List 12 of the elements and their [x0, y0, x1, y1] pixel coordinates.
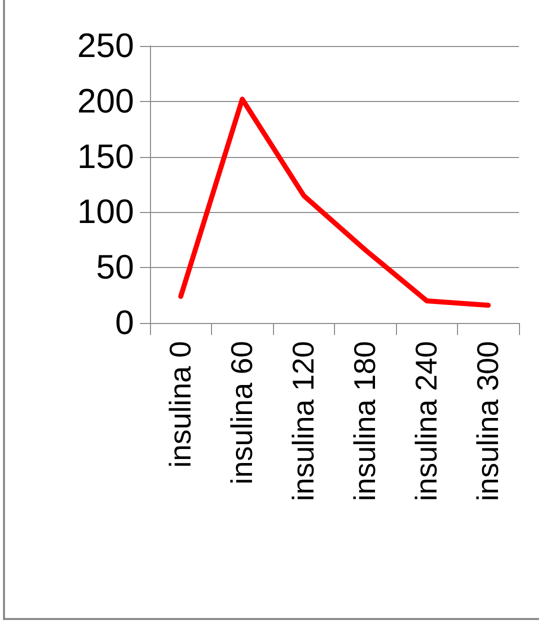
x-tick-label: insulina 240	[410, 341, 444, 502]
x-tick-label: insulina 0	[164, 341, 198, 468]
y-tick-label: 200	[77, 82, 134, 120]
y-tick-label: 100	[77, 193, 134, 232]
x-tick-label: insulina 180	[348, 341, 382, 502]
x-tick-label: insulina 60	[226, 341, 259, 484]
x-tick-label: insulina 120	[287, 341, 320, 502]
y-tick-label: 50	[96, 248, 134, 287]
y-tick-label: 0	[115, 304, 134, 342]
y-tick-label: 150	[77, 138, 134, 176]
y-tick-label: 250	[77, 27, 134, 65]
x-tick-label: insulina 300	[472, 341, 505, 502]
